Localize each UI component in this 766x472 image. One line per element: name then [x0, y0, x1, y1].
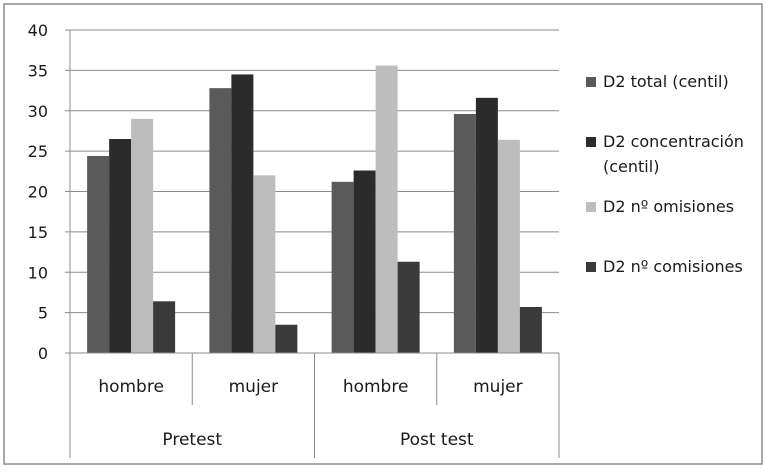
y-tick-label: 35	[28, 61, 48, 80]
bar	[353, 170, 376, 353]
y-tick-labels: 0 5 10 15 20 25 30 35 40	[28, 21, 48, 363]
x-group-label: Post test	[400, 430, 474, 450]
y-tick-label: 40	[28, 21, 48, 40]
y-tick-label: 5	[38, 304, 48, 323]
legend-swatch	[586, 202, 596, 212]
x-category-label: hombre	[343, 377, 409, 397]
legend-swatch	[586, 77, 596, 87]
bar	[453, 113, 476, 353]
legend-label: D2 concentración (centil)	[603, 132, 744, 176]
legend-label: D2 nº omisiones	[603, 197, 734, 216]
bar	[375, 65, 398, 353]
axes	[65, 29, 560, 458]
bar	[109, 139, 132, 353]
x-group-label: Pretest	[162, 430, 222, 450]
legend-swatch	[586, 262, 596, 272]
bar	[519, 306, 542, 353]
legend-label: D2 total (centil)	[603, 72, 729, 91]
bar	[231, 74, 254, 353]
bar	[497, 139, 520, 353]
bar	[131, 118, 154, 353]
x-category-label: mujer	[229, 377, 279, 397]
bar	[275, 324, 298, 353]
bar	[153, 301, 176, 353]
legend-label: D2 nº comisiones	[603, 257, 743, 276]
x-category-label: hombre	[98, 377, 164, 397]
x-category-labels: hombre mujer hombre mujer Pretest Post test	[98, 377, 522, 450]
legend-swatch	[586, 137, 596, 147]
bars	[87, 65, 542, 353]
y-tick-label: 0	[38, 344, 48, 363]
y-tick-label: 15	[28, 223, 48, 242]
bar	[253, 175, 276, 353]
y-tick-label: 20	[28, 183, 48, 202]
y-tick-label: 10	[28, 263, 48, 282]
legend: D2 total (centil) D2 concentración (centil…	[586, 72, 744, 276]
bar	[209, 88, 232, 353]
bar	[475, 97, 498, 353]
bar	[331, 181, 354, 353]
x-category-label: mujer	[473, 377, 523, 397]
y-tick-label: 25	[28, 142, 48, 161]
bar	[397, 261, 420, 353]
bar	[87, 155, 110, 353]
y-tick-label: 30	[28, 102, 48, 121]
